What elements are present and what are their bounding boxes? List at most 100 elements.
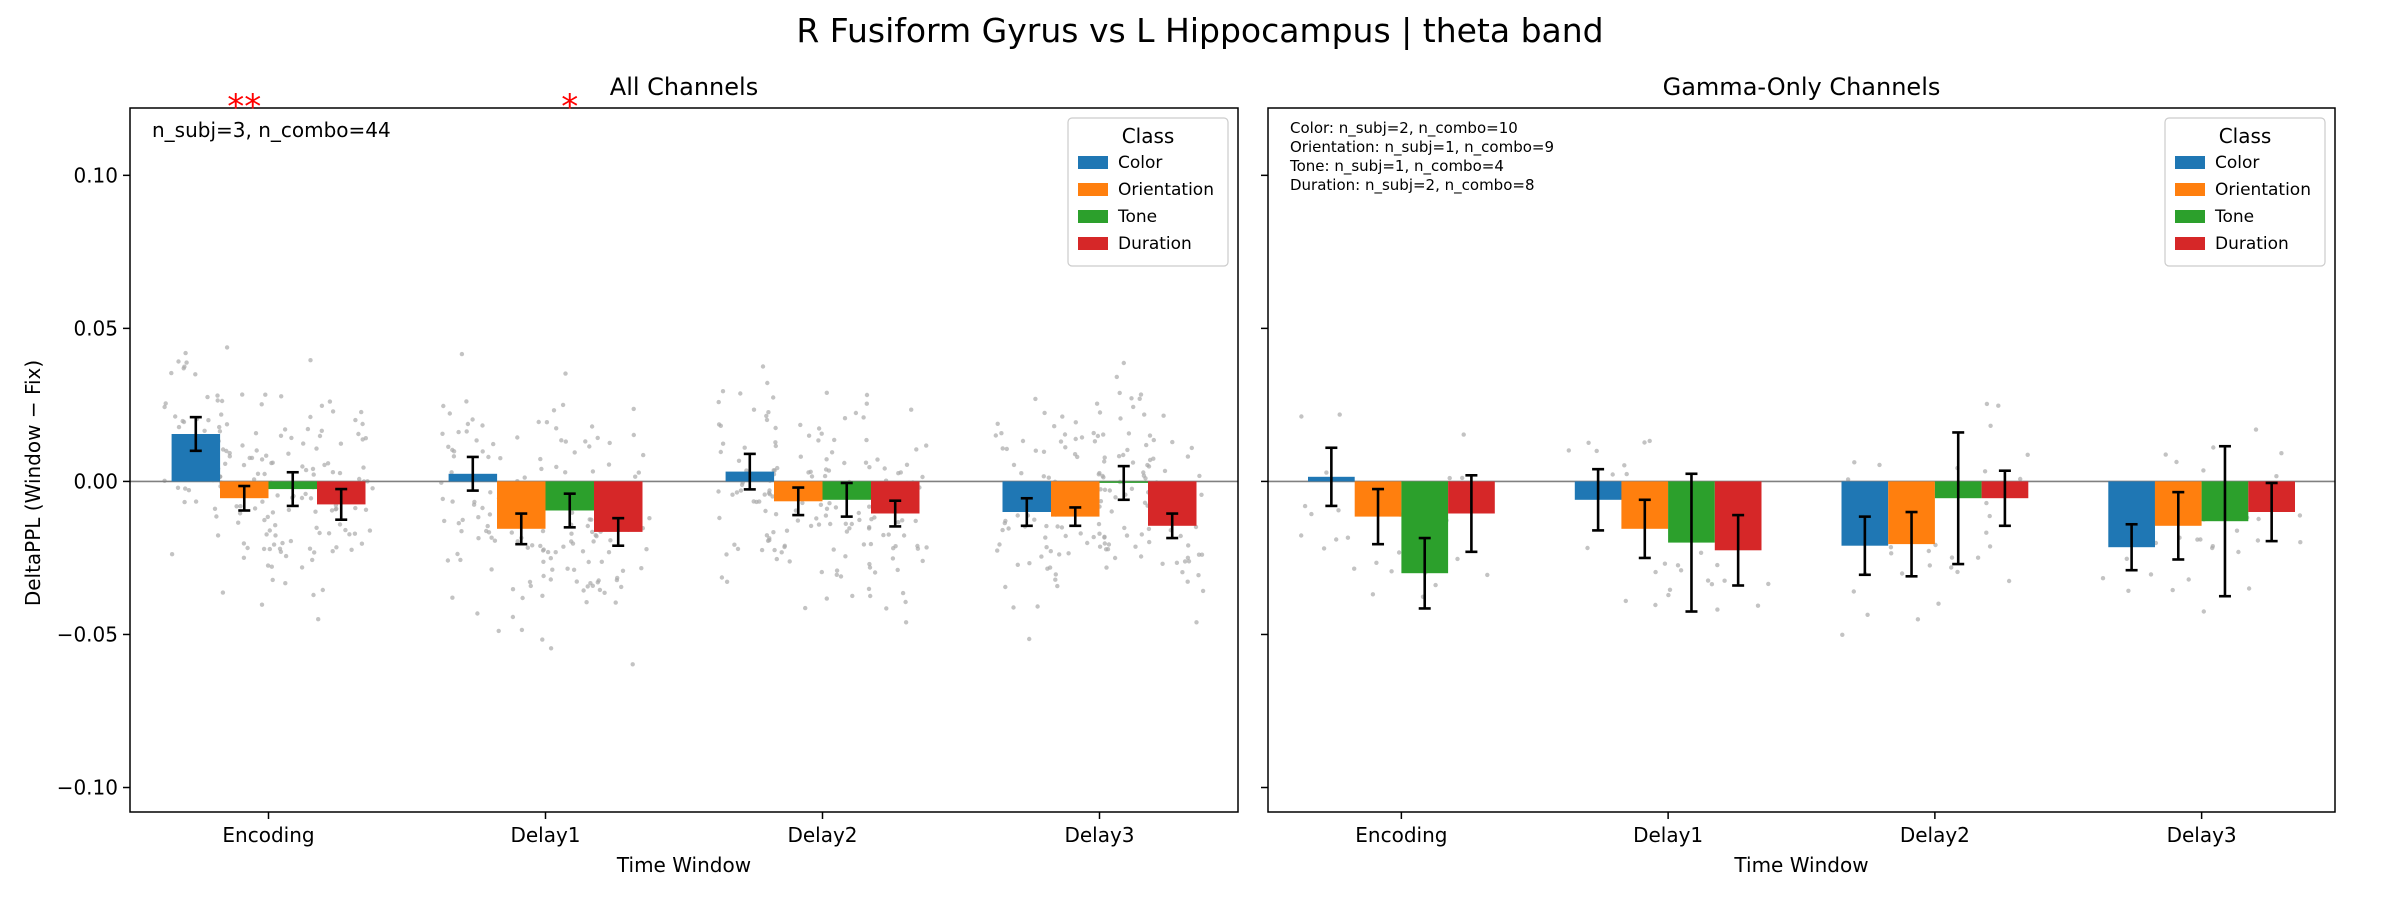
scatter-point	[559, 438, 564, 443]
scatter-point	[831, 547, 836, 552]
scatter-point	[1585, 545, 1590, 551]
scatter-point	[765, 380, 770, 386]
scatter-point	[520, 595, 525, 601]
scatter-point	[898, 470, 903, 475]
scatter-point	[1852, 460, 1857, 465]
scatter-point	[764, 417, 770, 423]
scatter-point	[1988, 423, 1993, 428]
scatter-point	[1003, 584, 1008, 590]
scatter-point	[1027, 561, 1032, 566]
scatter-point	[2006, 578, 2012, 584]
scatter-point	[1877, 462, 1882, 468]
scatter-point	[842, 460, 847, 466]
scatter-point	[764, 413, 769, 419]
scatter-point	[1102, 459, 1107, 464]
scatter-point	[1053, 577, 1058, 582]
scatter-point	[1955, 569, 1960, 575]
scatter-point	[251, 477, 257, 482]
scatter-point	[2210, 545, 2215, 551]
scatter-point	[869, 517, 874, 522]
scatter-point	[330, 409, 336, 414]
scatter-point	[1678, 568, 1684, 573]
scatter-point	[1042, 410, 1047, 416]
scatter-point	[784, 528, 790, 533]
scatter-point	[363, 507, 369, 512]
scatter-point	[1094, 401, 1100, 406]
error-bar	[1905, 510, 1918, 578]
scatter-point	[548, 646, 554, 651]
scatter-point	[730, 492, 735, 497]
error-bar	[335, 487, 348, 521]
scatter-point	[787, 559, 792, 564]
error-bar	[1952, 431, 1965, 566]
scatter-point	[1073, 420, 1079, 425]
scatter-point	[832, 437, 837, 443]
scatter-point	[915, 546, 921, 551]
scatter-point	[597, 587, 603, 593]
scatter-point	[1336, 508, 1341, 513]
scatter-point	[571, 567, 577, 572]
error-bar	[1166, 512, 1179, 540]
scatter-point	[450, 499, 455, 504]
scatter-point	[289, 435, 294, 441]
scatter-point	[498, 456, 503, 461]
scatter-point	[824, 596, 829, 601]
scatter-point	[2256, 516, 2261, 522]
scatter-point	[240, 392, 245, 397]
scatter-point	[1137, 396, 1142, 401]
error-bar	[1858, 515, 1871, 577]
scatter-point	[337, 522, 343, 527]
scatter-point	[563, 470, 568, 475]
scatter-point	[343, 527, 348, 533]
scatter-point	[1199, 492, 1204, 497]
scatter-point	[278, 433, 284, 438]
scatter-point	[223, 461, 228, 466]
legend-swatch-orientation	[1078, 183, 1108, 196]
scatter-point	[347, 532, 352, 537]
scatter-point	[1118, 416, 1123, 421]
scatter-point	[264, 532, 269, 537]
scatter-point	[540, 637, 545, 642]
scatter-point	[312, 550, 317, 555]
scatter-point	[459, 351, 465, 357]
scatter-point	[1006, 526, 1011, 531]
scatter-point	[1063, 445, 1068, 450]
scatter-point	[920, 474, 925, 480]
x-tick-label: Delay1	[510, 823, 580, 847]
scatter-point	[633, 474, 638, 479]
scatter-point	[1927, 563, 1933, 568]
scatter-point	[924, 443, 929, 448]
scatter-point	[314, 446, 319, 451]
panel-annotation-line: Tone: n_subj=1, n_combo=4	[1289, 157, 1504, 176]
scatter-point	[1113, 495, 1118, 500]
scatter-point	[1982, 469, 1988, 474]
scatter-point	[773, 443, 778, 449]
scatter-point	[1653, 569, 1658, 575]
scatter-point	[510, 614, 516, 620]
legend-label: Color	[2215, 153, 2259, 173]
scatter-point	[1622, 463, 1627, 468]
scatter-point	[193, 499, 199, 504]
error-bar	[792, 486, 805, 517]
scatter-point	[1586, 440, 1591, 445]
scatter-point	[464, 399, 469, 404]
scatter-point	[1091, 534, 1096, 540]
scatter-point	[1975, 555, 1981, 560]
x-axis-label: Time Window	[1733, 853, 1868, 877]
scatter-point	[829, 450, 835, 455]
scatter-point	[1101, 432, 1106, 437]
scatter-point	[734, 490, 740, 495]
scatter-point	[1000, 446, 1005, 451]
error-bar	[743, 452, 756, 491]
scatter-point	[867, 565, 873, 570]
scatter-point	[554, 426, 559, 431]
scatter-point	[1709, 582, 1715, 587]
legend-label: Orientation	[1118, 180, 1214, 200]
scatter-point	[896, 520, 901, 525]
x-tick-label: Delay2	[787, 823, 857, 847]
scatter-point	[2297, 513, 2303, 518]
legend-title: Class	[2219, 124, 2272, 148]
x-tick-label: Delay3	[2167, 823, 2237, 847]
scatter-point	[843, 521, 848, 526]
legend-box	[1067, 117, 1229, 267]
